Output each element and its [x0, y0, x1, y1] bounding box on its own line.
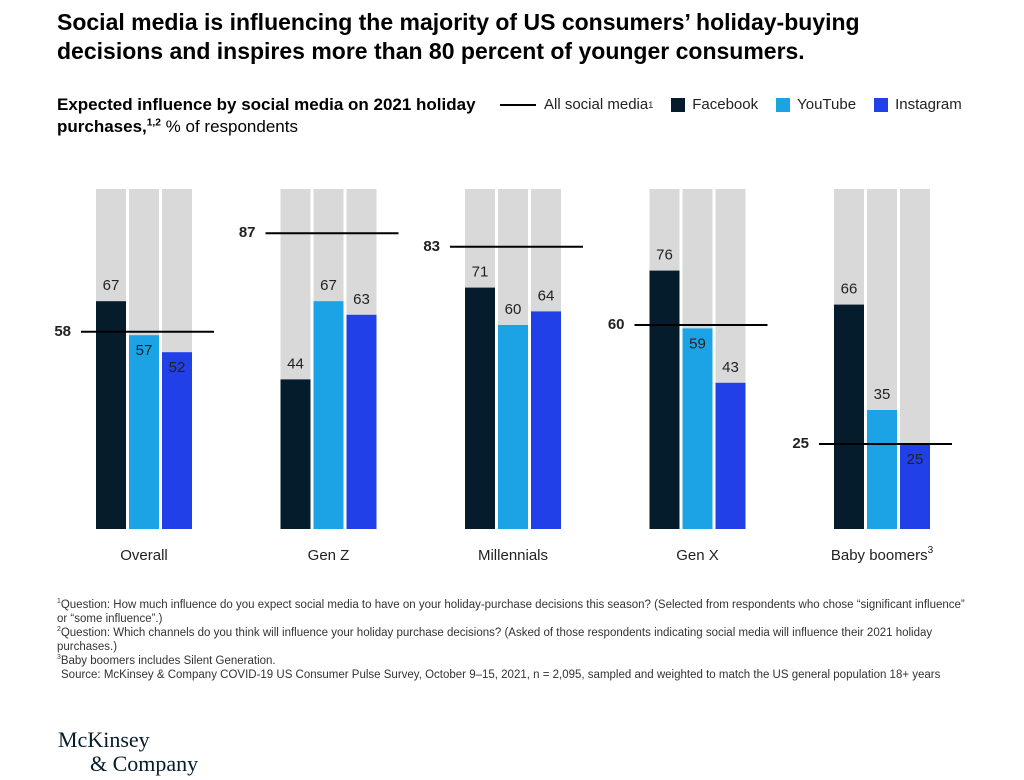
- value-label: 67: [103, 277, 120, 294]
- x-tick-label: Baby boomers3: [831, 545, 934, 564]
- value-label: 35: [874, 386, 891, 403]
- footnote-text: Question: Which channels do you think wi…: [57, 627, 933, 653]
- footnote-text: Question: How much influence do you expe…: [57, 599, 965, 625]
- legend-item: Instagram: [874, 96, 962, 113]
- value-label: 52: [169, 359, 186, 376]
- legend-swatch: [874, 97, 889, 112]
- footnote: 1Question: How much influence do you exp…: [57, 598, 972, 626]
- footnote-text: Baby boomers includes Silent Generation.: [60, 655, 276, 667]
- footnote: 2Question: Which channels do you think w…: [57, 626, 972, 654]
- chart-subtitle: Expected influence by social media on 20…: [57, 94, 477, 138]
- legend-line: [500, 103, 536, 106]
- legend-swatch: [671, 97, 686, 112]
- bar: [715, 382, 746, 529]
- total-label: 60: [608, 316, 625, 333]
- bar: [465, 287, 495, 529]
- source: Source: McKinsey & Company COVID-19 US C…: [61, 669, 941, 681]
- category-name: Millennials: [478, 547, 548, 564]
- bar: [682, 328, 713, 529]
- bar: [162, 352, 192, 529]
- legend-item: All social media 1: [500, 96, 653, 113]
- bar: [96, 301, 126, 529]
- value-label: 67: [320, 277, 337, 294]
- category-name: Gen Z: [308, 547, 350, 564]
- bar: [313, 301, 344, 529]
- value-label: 76: [656, 247, 673, 264]
- value-label: 71: [472, 264, 489, 281]
- total-label: 25: [792, 435, 809, 452]
- value-label: 63: [353, 291, 370, 308]
- bar: [867, 410, 897, 529]
- legend: All social media 1 Facebook YouTube Instagra…: [500, 96, 980, 113]
- value-label: 44: [287, 355, 304, 372]
- legend-item: Facebook: [671, 96, 758, 113]
- bar: [531, 311, 561, 529]
- bar: [129, 335, 159, 529]
- subtitle-unit: % of respondents: [165, 117, 298, 136]
- x-tick-label: Gen X: [676, 547, 719, 564]
- legend-label: Instagram: [895, 96, 962, 113]
- legend-item: YouTube: [776, 96, 856, 113]
- bar: [346, 314, 377, 529]
- legend-swatch: [776, 97, 791, 112]
- value-label: 66: [841, 281, 858, 298]
- x-tick-label: Millennials: [478, 547, 548, 564]
- total-label: 87: [239, 224, 256, 241]
- total-label: 83: [423, 238, 440, 255]
- value-label: 25: [907, 451, 924, 468]
- category-note: 3: [928, 545, 934, 556]
- subtitle-text: Expected influence by social media on 20…: [57, 95, 476, 136]
- x-tick-label: Overall: [120, 547, 168, 564]
- category-name: Overall: [120, 547, 168, 564]
- footnote-mark: 1: [57, 598, 61, 606]
- value-label: 60: [505, 301, 522, 318]
- footnote-mark: 3: [57, 654, 61, 662]
- bar: [498, 325, 528, 529]
- total-label: 58: [54, 323, 71, 340]
- footnote: 3Baby boomers includes Silent Generation…: [57, 654, 972, 668]
- footnotes: 1Question: How much influence do you exp…: [57, 598, 972, 682]
- chart-title: Social media is influencing the majority…: [57, 9, 860, 64]
- chart: 67 57 52 58 Overall 44 67 63 87 Gen Z 71 60 64 83 Mill…: [54, 189, 952, 564]
- bar: [834, 304, 864, 529]
- subtitle-note: 1,2: [146, 117, 161, 129]
- value-label: 57: [136, 342, 153, 359]
- bar: [900, 444, 930, 529]
- value-label: 64: [538, 287, 555, 304]
- category-name: Baby boomers: [831, 547, 928, 564]
- footnote-mark: 2: [57, 626, 61, 634]
- logo-line: & Company: [90, 751, 199, 776]
- legend-label: All social media: [544, 96, 649, 113]
- value-label: 43: [722, 359, 739, 376]
- logo: McKinsey & Company: [58, 728, 198, 776]
- x-tick-label: Gen Z: [308, 547, 350, 564]
- legend-label: YouTube: [797, 96, 857, 113]
- bar: [649, 270, 680, 529]
- legend-label: Facebook: [692, 96, 759, 113]
- category-name: Gen X: [676, 547, 719, 564]
- value-label: 59: [689, 335, 706, 352]
- logo-line: McKinsey: [58, 727, 150, 752]
- bar: [280, 379, 311, 529]
